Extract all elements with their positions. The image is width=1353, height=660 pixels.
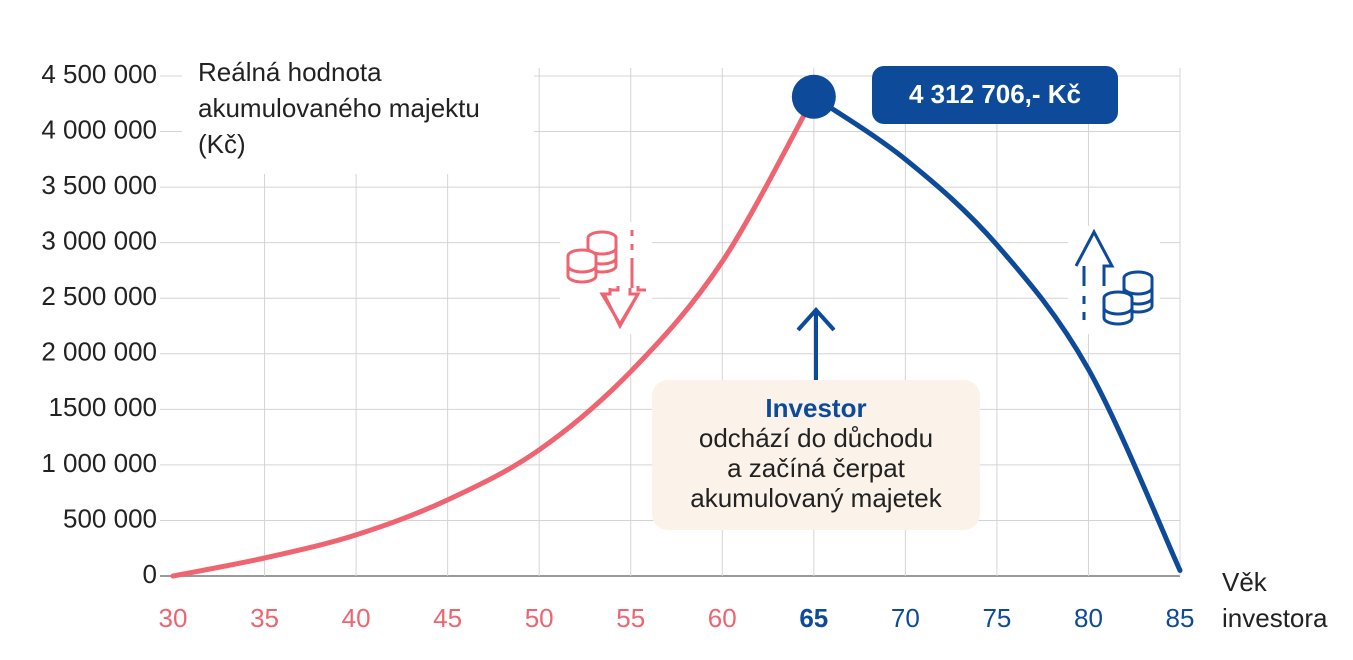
coins-up-icon (1068, 226, 1160, 334)
peak-label-box (872, 66, 1118, 124)
x-tick-label: 85 (1166, 603, 1195, 633)
y-tick-label: 4 000 000 (41, 114, 157, 144)
x-axis-label: investora (1222, 603, 1328, 633)
x-tick-label: 60 (708, 603, 737, 633)
y-tick-label: 1 000 000 (41, 448, 157, 478)
x-tick-label: 45 (433, 603, 462, 633)
x-tick-label: 80 (1074, 603, 1103, 633)
coins-down-icon (560, 222, 652, 334)
y-axis-label: (Kč) (198, 129, 246, 159)
y-tick-label: 4 500 000 (41, 59, 157, 89)
x-tick-label: 65 (799, 603, 828, 633)
y-axis-label: Reálná hodnota (198, 57, 382, 87)
y-tick-label: 500 000 (63, 503, 157, 533)
lines (170, 94, 1183, 579)
annotation-text: odchází do důchodu (699, 423, 933, 453)
annotation-title: Investor (765, 393, 866, 423)
y-tick-label: 3 000 000 (41, 226, 157, 256)
x-tick-label: 40 (342, 603, 371, 633)
x-tick-label: 30 (159, 603, 188, 633)
y-axis-label: akumulovaného majektu (198, 93, 480, 123)
grid (160, 68, 1181, 577)
annotation-box (652, 380, 980, 530)
series-line (170, 94, 817, 579)
peak-marker (791, 74, 836, 119)
series-line (811, 94, 1183, 573)
annotation-text: a začíná čerpat (727, 453, 906, 483)
peak-label: 4 312 706,- Kč (909, 79, 1081, 109)
retirement-arrow (796, 307, 836, 388)
x-tick-label: 35 (250, 603, 279, 633)
y-tick-label: 2 500 000 (41, 281, 157, 311)
x-tick-label: 75 (982, 603, 1011, 633)
x-tick-label: 70 (891, 603, 920, 633)
y-tick-label: 2 000 000 (41, 337, 157, 367)
x-tick-label: 55 (616, 603, 645, 633)
y-tick-label: 1500 000 (49, 392, 157, 422)
label-background (182, 50, 534, 174)
x-tick-label: 50 (525, 603, 554, 633)
y-tick-label: 3 500 000 (41, 170, 157, 200)
annotation-text: akumulovaný majetek (690, 483, 942, 513)
x-axis-label: Věk (1222, 567, 1268, 597)
y-tick-label: 0 (143, 559, 157, 589)
